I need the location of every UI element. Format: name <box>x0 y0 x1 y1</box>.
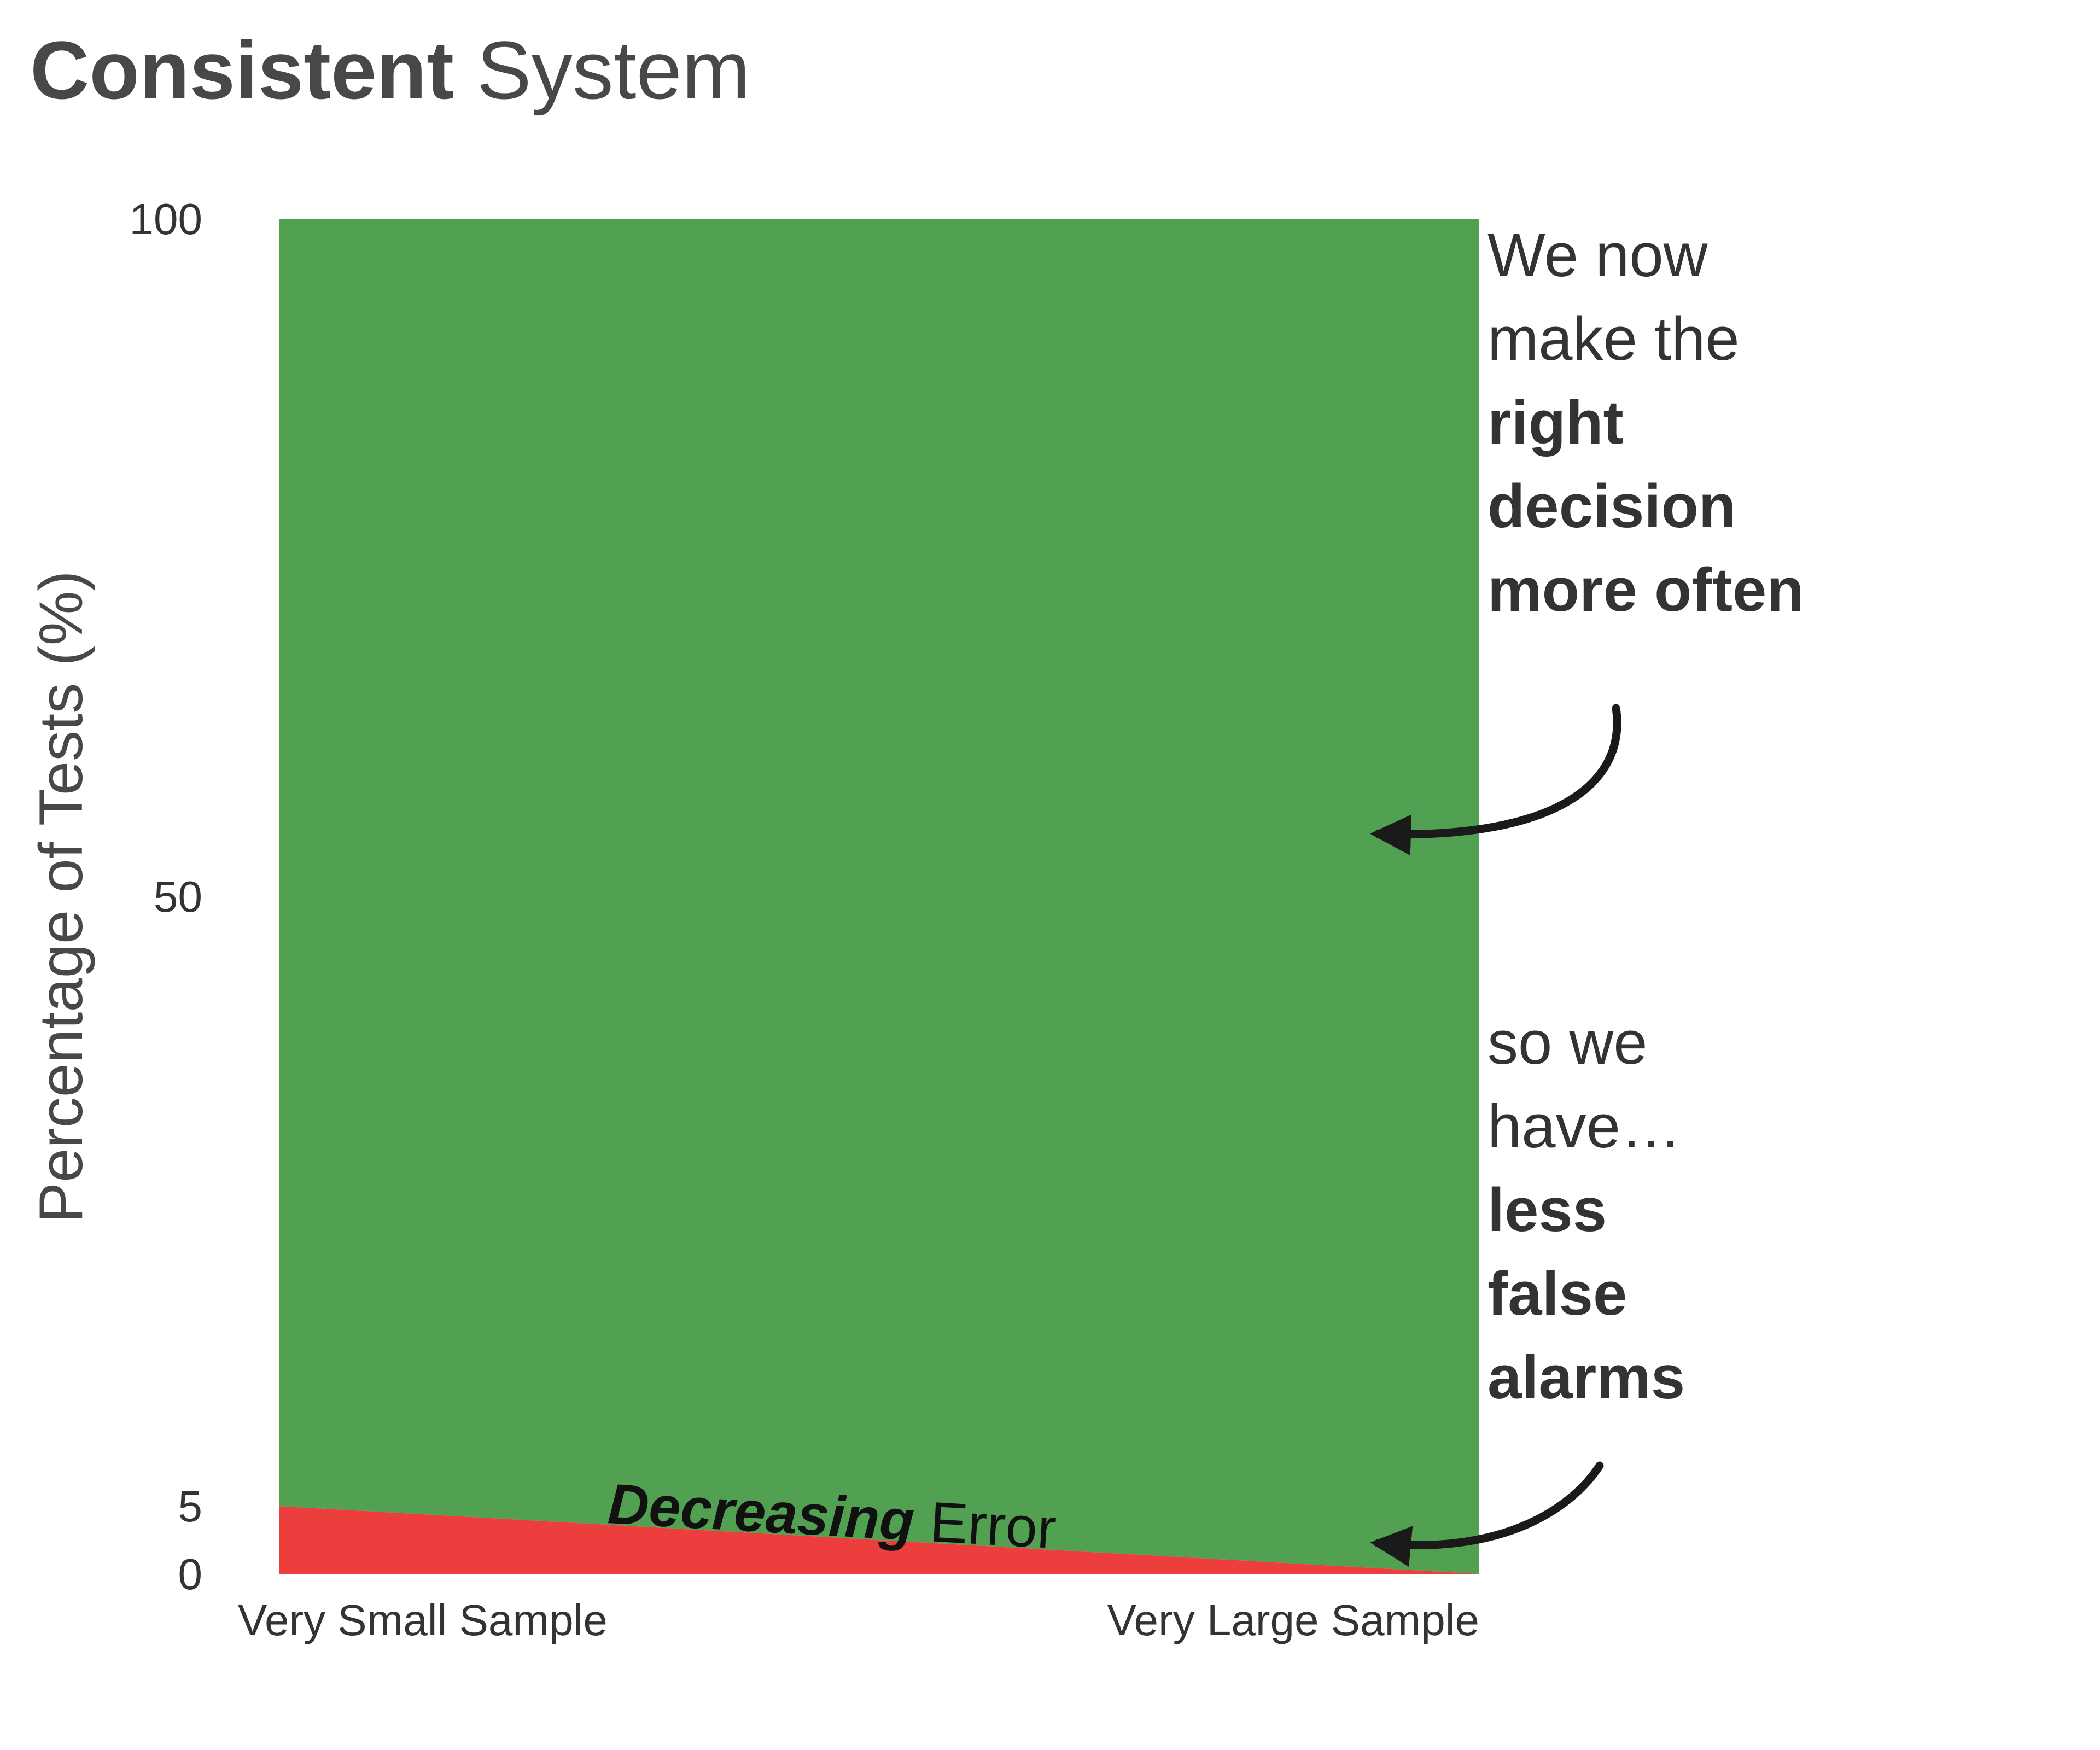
error-band-label-rest: Error <box>913 1490 1058 1561</box>
annotation-line: We now <box>1488 221 1708 289</box>
y-axis-label: Percentage of Tests (%) <box>27 570 95 1223</box>
annotation-line: alarms <box>1488 1343 1685 1411</box>
annotation-line: false <box>1488 1259 1627 1328</box>
x-ticks: Very Small Sample Very Large Sample <box>238 1596 1479 1644</box>
x-tick-label: Very Large Sample <box>1107 1596 1479 1644</box>
annotation-line: have… <box>1488 1092 1682 1160</box>
arrow-upper <box>1370 704 1621 856</box>
annotation-line: decision <box>1488 472 1736 540</box>
annotation-upper: We now make the right decision more often <box>1488 221 1804 624</box>
chart-title-rest: System <box>454 24 750 116</box>
annotation-lower: so we have… less false alarms <box>1488 1008 1685 1411</box>
arrow-lower <box>1370 1461 1604 1567</box>
annotation-line: so we <box>1488 1008 1648 1077</box>
x-tick-label: Very Small Sample <box>238 1596 608 1644</box>
y-tick-label: 50 <box>154 872 202 921</box>
y-tick-label: 0 <box>178 1550 203 1599</box>
y-ticks: 0 5 50 100 <box>130 195 202 1599</box>
annotation-line: right <box>1488 388 1624 457</box>
annotation-line: more often <box>1488 556 1804 624</box>
y-tick-label: 5 <box>178 1482 203 1531</box>
area-error <box>279 1506 1479 1574</box>
y-tick-label: 100 <box>130 195 202 243</box>
annotation-line: make the <box>1488 305 1740 373</box>
chart-title: Consistent System <box>30 24 750 116</box>
area-right-decision <box>279 219 1479 1574</box>
chart-title-bold: Consistent <box>30 24 454 116</box>
annotation-line: less <box>1488 1176 1607 1244</box>
